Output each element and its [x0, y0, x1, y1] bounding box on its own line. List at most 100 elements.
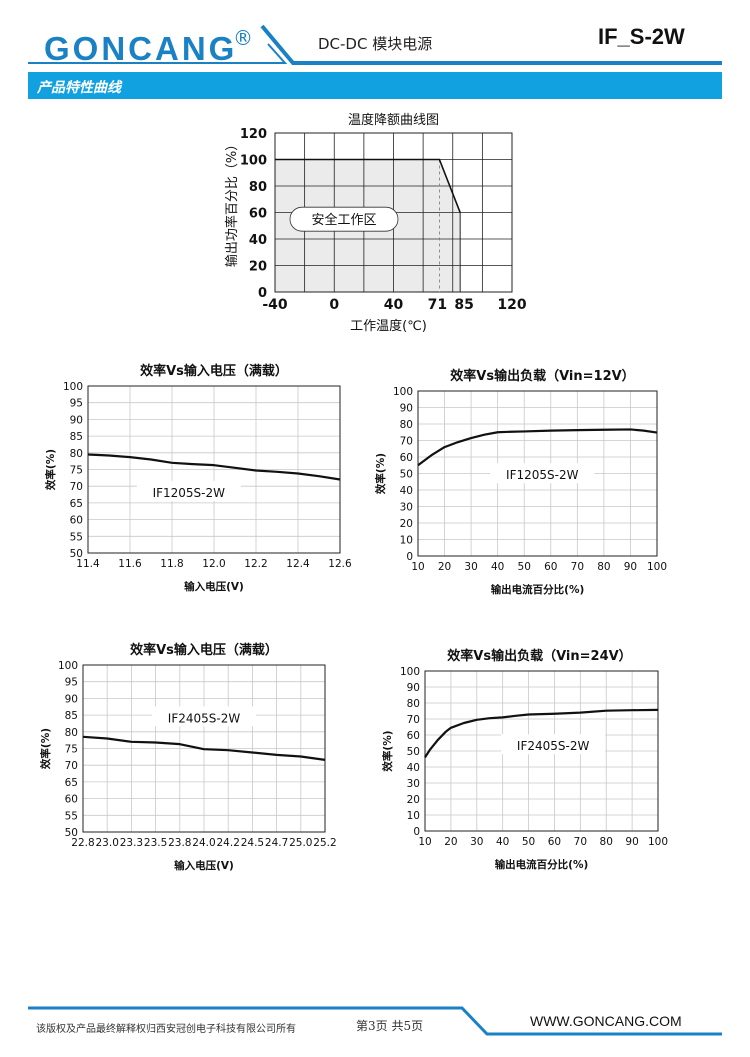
x-tick-label: 12.4 [286, 558, 310, 570]
plot-frame [424, 670, 659, 832]
copyright-notice: 该版权及产品最终解释权归西安冠创电子科技有限公司所有 [36, 1024, 296, 1035]
chart-title: 效率Vs输入电压（满载） [130, 642, 278, 658]
x-tick-label: 10 [418, 836, 431, 848]
header-decoration [28, 24, 722, 65]
y-tick-label: 0 [413, 826, 420, 838]
annotation-background [136, 480, 241, 501]
x-tick-label: 24.5 [241, 837, 264, 849]
x-tick-label: 10 [411, 561, 424, 573]
y-tick-label: 10 [407, 810, 420, 822]
chart-title: 温度降额曲线图 [348, 112, 439, 128]
x-tick-label: 70 [571, 561, 584, 573]
x-tick-label: 20 [444, 836, 457, 848]
x-tick-label: 23.8 [168, 837, 191, 849]
x-axis-label: 工作温度(℃) [350, 318, 427, 334]
x-tick-label: 25.2 [313, 837, 336, 849]
plot-frame [417, 390, 658, 557]
x-tick-label: 71 [428, 297, 447, 313]
plot-frame [87, 385, 341, 554]
x-tick-label: 11.4 [76, 558, 100, 570]
y-tick-label: 85 [70, 431, 83, 443]
chart-title: 效率Vs输出负载（Vin=24V） [447, 648, 631, 664]
y-tick-label: 30 [400, 502, 413, 514]
y-tick-label: 0 [258, 286, 267, 301]
y-tick-label: 40 [249, 233, 267, 248]
annotation-label: IF2405S-2W [168, 711, 241, 725]
annotation-background [152, 706, 256, 727]
registered-mark: ® [233, 26, 253, 50]
x-tick-label: 100 [648, 836, 668, 848]
header-underline-left [28, 43, 288, 64]
efficiency-line [87, 453, 341, 481]
annotation-label: 安全工作区 [311, 212, 376, 228]
company-logo: GONCANG [44, 30, 238, 67]
y-tick-label: 90 [65, 693, 78, 705]
y-tick-label: 70 [70, 481, 83, 493]
annotation-background [490, 463, 595, 484]
annotation-label: IF1205S-2W [506, 468, 579, 482]
section-bar [28, 72, 722, 99]
y-tick-label: 55 [65, 810, 78, 822]
y-tick-label: 70 [407, 714, 420, 726]
efficiency-line [417, 428, 658, 467]
x-tick-label: 40 [496, 836, 509, 848]
y-tick-label: 100 [400, 666, 420, 678]
y-tick-label: 50 [70, 548, 83, 560]
section-title: 产品特性曲线 [37, 80, 121, 96]
efficiency-vs-input-12v-chart: IF1205S-2W 50 55 60 65 70 75 80 85 90 95 100 11.4 11.… [44, 363, 352, 593]
y-tick-label: 20 [249, 260, 267, 275]
x-tick-label: -40 [262, 297, 288, 313]
y-tick-label: 90 [400, 403, 413, 415]
x-tick-label: 20 [438, 561, 451, 573]
x-tick-label: 50 [522, 836, 535, 848]
y-tick-label: 40 [400, 485, 413, 497]
y-tick-label: 60 [407, 730, 420, 742]
x-tick-label: 60 [544, 561, 557, 573]
y-tick-label: 65 [65, 777, 78, 789]
x-axis-label: 输出电流百分比(%) [491, 583, 585, 596]
page-number: 第3页 共5页 [356, 1019, 424, 1033]
x-tick-label: 11.6 [118, 558, 142, 570]
y-tick-label: 50 [407, 746, 420, 758]
website-link[interactable]: WWW.GONCANG.COM [530, 1013, 682, 1029]
x-tick-label: 23.3 [120, 837, 143, 849]
y-axis-label: 效率(%) [374, 453, 387, 494]
y-tick-label: 95 [70, 398, 83, 410]
derating-line [275, 158, 461, 213]
chart-title: 效率Vs输入电压（满载） [140, 363, 288, 379]
x-tick-label: 90 [624, 561, 637, 573]
efficiency-line [424, 708, 659, 758]
x-tick-label: 22.8 [71, 837, 94, 849]
footer-decoration [28, 1006, 722, 1036]
y-tick-label: 100 [58, 660, 78, 672]
x-tick-label: 25.0 [289, 837, 312, 849]
x-tick-label: 80 [600, 836, 613, 848]
y-tick-label: 75 [65, 744, 78, 756]
y-tick-label: 95 [65, 677, 78, 689]
annotation-box [289, 206, 399, 232]
annotation-label: IF1205S-2W [153, 486, 226, 500]
y-tick-label: 60 [400, 452, 413, 464]
x-tick-label: 50 [518, 561, 531, 573]
x-tick-label: 24.2 [217, 837, 240, 849]
header-underline-main [260, 24, 722, 65]
y-tick-label: 70 [400, 436, 413, 448]
y-tick-label: 65 [70, 498, 83, 510]
y-tick-label: 80 [407, 698, 420, 710]
x-tick-label: 24.0 [192, 837, 215, 849]
x-tick-label: 80 [597, 561, 610, 573]
footer-line [28, 1006, 722, 1036]
model-number: IF_S-2W [598, 24, 685, 49]
y-tick-label: 90 [70, 414, 83, 426]
x-tick-label: 12.2 [244, 558, 267, 570]
y-axis-label: 效率(%) [40, 728, 52, 769]
y-tick-label: 0 [406, 551, 413, 563]
y-tick-label: 100 [63, 381, 83, 393]
y-tick-label: 60 [65, 794, 78, 806]
document-type: DC-DC 模块电源 [318, 35, 433, 53]
y-tick-label: 100 [393, 386, 413, 398]
y-axis-label: 效率(%) [44, 449, 57, 490]
